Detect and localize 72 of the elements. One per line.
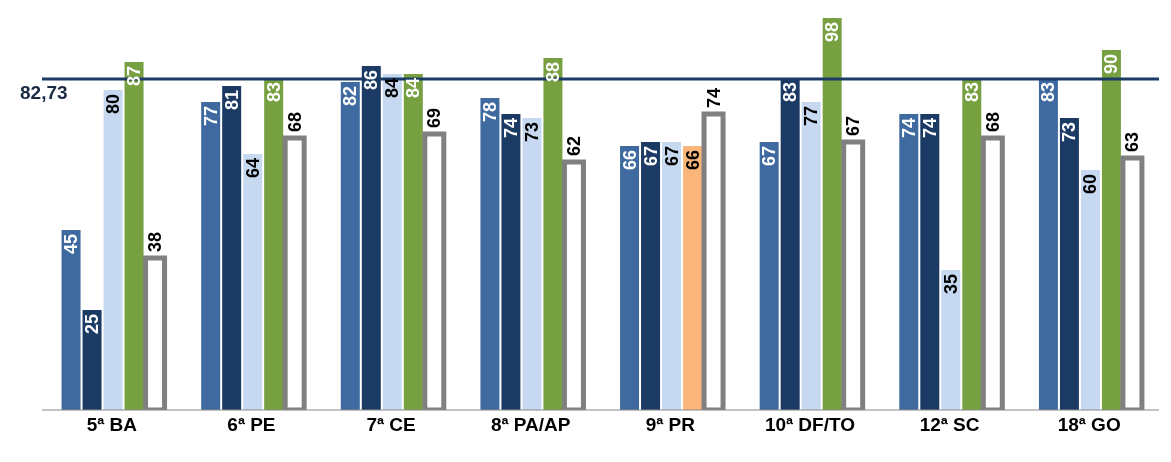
data-label: 64	[242, 158, 263, 179]
x-tick-label: 18ª GO	[1057, 414, 1121, 436]
data-label: 81	[221, 90, 242, 111]
bar	[941, 270, 961, 410]
data-label: 67	[661, 146, 682, 167]
data-label: 78	[479, 102, 500, 123]
data-label: 25	[82, 314, 103, 335]
data-label: 90	[1101, 54, 1122, 75]
data-label: 98	[822, 22, 843, 43]
bar	[522, 118, 542, 410]
data-label: 73	[1059, 122, 1080, 143]
data-label: 83	[961, 82, 982, 103]
bar	[899, 114, 919, 410]
bar	[501, 114, 521, 410]
bar	[124, 62, 144, 410]
x-tick-label: 12ª SC	[919, 414, 980, 436]
data-label: 83	[780, 82, 801, 103]
bar	[103, 90, 123, 410]
data-label: 62	[563, 135, 584, 156]
bar	[1080, 170, 1100, 410]
data-label: 63	[1122, 131, 1143, 152]
data-label: 77	[801, 106, 822, 127]
data-label: 80	[103, 94, 124, 115]
bar	[480, 98, 500, 410]
data-label: 66	[619, 150, 640, 171]
x-tick-label: 7ª CE	[366, 414, 416, 436]
x-tick-label: 9ª PR	[645, 414, 696, 436]
data-label: 69	[424, 107, 445, 128]
bar	[801, 102, 821, 410]
data-label: 83	[263, 82, 284, 103]
bar	[222, 86, 242, 410]
bar	[662, 142, 682, 410]
data-label: 88	[542, 62, 563, 83]
data-label: 67	[843, 115, 864, 136]
data-label: 74	[898, 118, 919, 139]
data-label: 35	[940, 274, 961, 295]
data-label: 74	[919, 118, 940, 139]
data-label: 82	[340, 86, 361, 107]
data-label: 86	[361, 70, 382, 91]
data-label: 74	[500, 118, 521, 139]
x-tick-label: 10ª DF/TO	[764, 414, 855, 436]
data-label: 38	[145, 231, 166, 252]
data-label: 73	[521, 122, 542, 143]
data-label: 68	[284, 111, 305, 132]
data-label: 66	[682, 150, 703, 171]
bar	[201, 102, 221, 410]
data-label: 45	[61, 234, 82, 255]
data-label: 60	[1080, 174, 1101, 195]
bar	[382, 74, 402, 410]
bar	[82, 310, 102, 410]
bar	[1059, 118, 1079, 410]
data-label: 67	[640, 146, 661, 167]
x-tick-label: 8ª PA/AP	[490, 414, 571, 436]
data-label: 74	[703, 87, 724, 108]
x-tick-label: 6ª PE	[227, 414, 276, 436]
data-label: 67	[759, 146, 780, 167]
bar	[340, 82, 360, 410]
x-tick-label: 5ª BA	[86, 414, 138, 436]
bar	[61, 230, 81, 410]
data-label: 77	[200, 106, 221, 127]
bar	[243, 154, 263, 410]
data-label: 68	[982, 111, 1003, 132]
ref-line-label: 82,73	[20, 81, 68, 103]
data-label: 83	[1038, 82, 1059, 103]
bar	[620, 146, 640, 410]
bar	[1038, 78, 1058, 410]
data-label: 84	[382, 78, 403, 99]
bar	[920, 114, 940, 410]
data-label: 87	[124, 66, 145, 87]
bar	[759, 142, 779, 410]
data-label: 84	[403, 78, 424, 99]
bar	[641, 142, 661, 410]
